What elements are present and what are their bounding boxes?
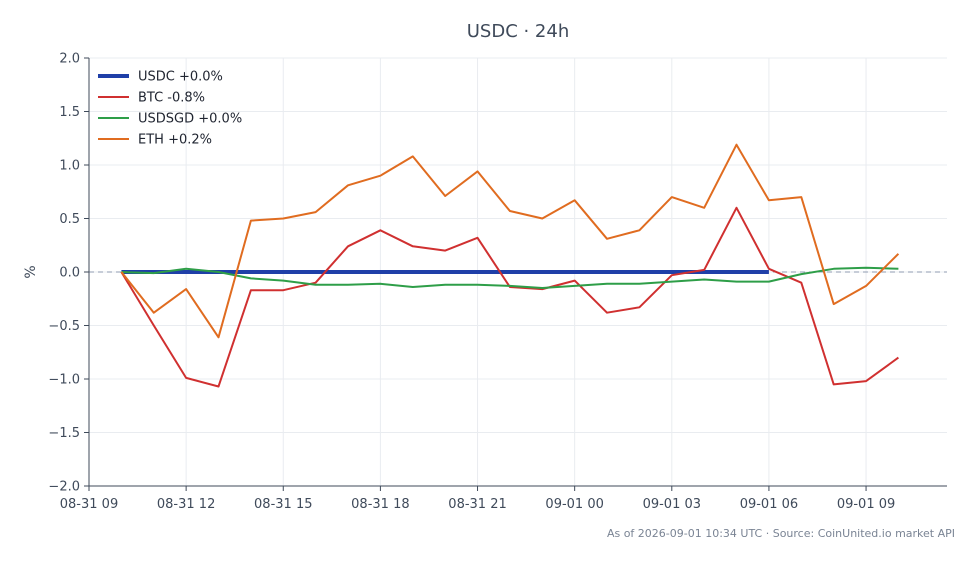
x-tick-label: 08-31 09 [60, 497, 118, 512]
x-tick-label: 08-31 21 [448, 497, 506, 512]
x-tick-label: 09-01 06 [740, 497, 798, 512]
x-tick-label: 09-01 03 [643, 497, 701, 512]
axes: −2.0 −1.5 −1.0 −0.5 0.0 0.5 1.0 1.5 2.0 08-31 09 0… [48, 52, 947, 512]
y-tick-label: 0.5 [59, 212, 80, 227]
x-tick-label: 08-31 18 [351, 497, 409, 512]
y-tick-label: 1.5 [59, 105, 80, 120]
x-tick-label: 08-31 15 [254, 497, 312, 512]
y-tick-label: 0.0 [59, 266, 80, 281]
y-tick-label: 1.0 [59, 159, 80, 174]
series-line-eth [120, 143, 900, 339]
legend-label-btc: BTC -0.8% [138, 91, 205, 106]
legend-label-eth: ETH +0.2% [138, 133, 212, 148]
y-tick-label: −1.5 [48, 426, 80, 441]
legend-label-usdc: USDC +0.0% [138, 70, 223, 85]
x-tick-label: 09-01 00 [545, 497, 603, 512]
x-tick-label: 08-31 12 [157, 497, 215, 512]
y-tick-label: −2.0 [48, 480, 80, 495]
series-line-usdsgd [121, 266, 899, 289]
legend: USDC +0.0% BTC -0.8% USDSGD +0.0% ETH +0.2% [98, 70, 242, 148]
y-tick-label: −0.5 [48, 319, 80, 334]
x-tick-label: 09-01 09 [837, 497, 895, 512]
y-tick-label: −1.0 [48, 373, 80, 388]
y-tick-label: 2.0 [59, 52, 80, 67]
footer-source: As of 2026-09-01 10:34 UTC · Source: Coi… [607, 527, 955, 540]
chart-title: USDC · 24h [467, 21, 570, 42]
y-axis-label: % [23, 265, 39, 278]
series-lines [120, 143, 900, 388]
series-line-btc [120, 206, 899, 388]
legend-label-usdsgd: USDSGD +0.0% [138, 112, 242, 127]
